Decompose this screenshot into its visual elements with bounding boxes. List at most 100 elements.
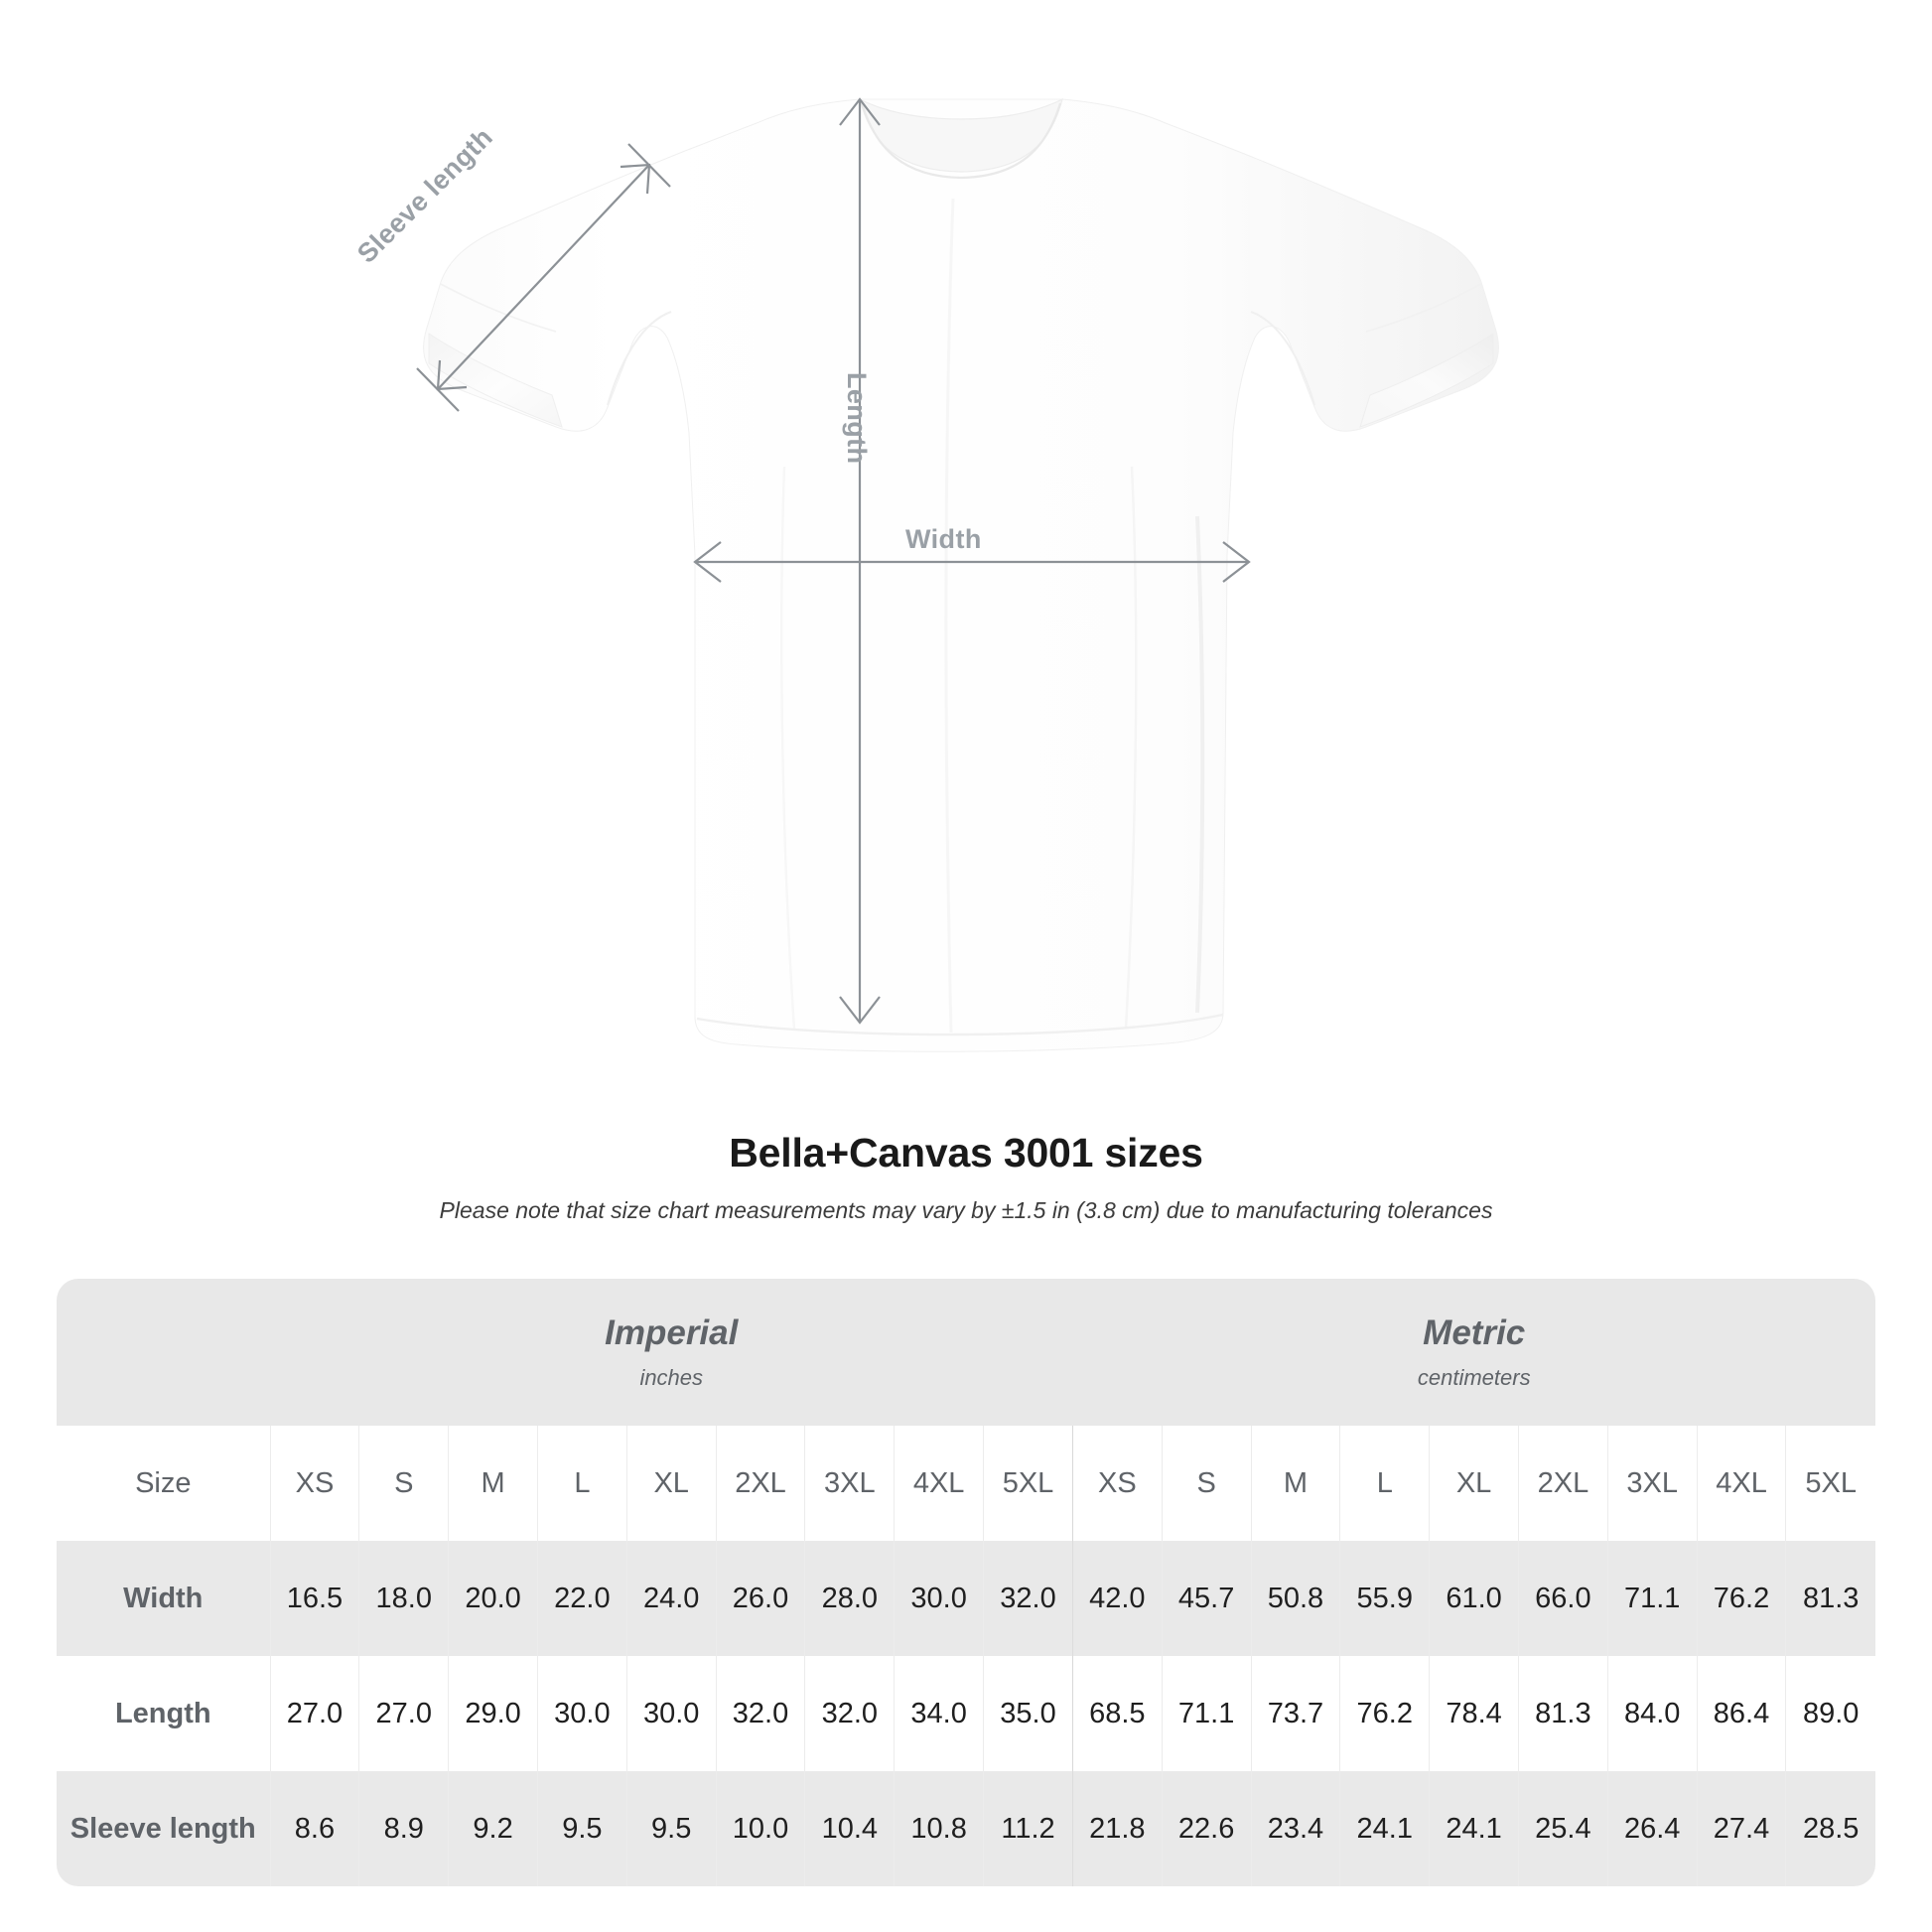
unit-group-name: Metric [1423, 1312, 1526, 1352]
size-header-metric-2xl: 2XL [1518, 1426, 1608, 1541]
size-header-imperial-5xl: 5XL [983, 1426, 1073, 1541]
cell-length-metric-3xl: 84.0 [1606, 1656, 1698, 1771]
cell-width-metric-xl: 61.0 [1429, 1541, 1519, 1656]
cell-width-imperial-m: 20.0 [448, 1541, 538, 1656]
unit-group-subtitle: centimeters [1417, 1365, 1531, 1391]
size-table: Imperial inches Metric centimeters Size XS S M L… [57, 1279, 1875, 1886]
size-header-imperial-xl: XL [625, 1426, 717, 1541]
page-title: Bella+Canvas 3001 sizes [729, 1130, 1203, 1175]
cell-sleeve-length-imperial-2xl: 10.0 [715, 1771, 805, 1886]
cell-width-metric-3xl: 71.1 [1606, 1541, 1698, 1656]
cell-length-imperial-xs: 27.0 [269, 1656, 359, 1771]
size-header-imperial-l: L [536, 1426, 627, 1541]
cell-width-imperial-s: 18.0 [358, 1541, 449, 1656]
cell-width-metric-xs: 42.0 [1071, 1541, 1163, 1656]
cell-length-metric-2xl: 81.3 [1518, 1656, 1608, 1771]
unit-group-subtitle: inches [639, 1365, 704, 1391]
size-column-label: Size [57, 1426, 271, 1541]
cell-width-imperial-xl: 24.0 [625, 1541, 717, 1656]
table-row: Length 27.0 27.0 29.0 30.0 30.0 32.0 32.0 34.0 35… [57, 1656, 1875, 1771]
cell-length-imperial-2xl: 32.0 [715, 1656, 805, 1771]
cell-width-imperial-3xl: 28.0 [804, 1541, 895, 1656]
cell-sleeve-length-metric-2xl: 25.4 [1518, 1771, 1608, 1886]
tshirt-shape [423, 97, 1499, 1052]
cell-sleeve-length-metric-xs: 21.8 [1071, 1771, 1163, 1886]
size-header-metric-m: M [1250, 1426, 1340, 1541]
cell-sleeve-length-imperial-5xl: 11.2 [983, 1771, 1073, 1886]
width-dimension-line [693, 541, 1251, 583]
cell-width-imperial-xs: 16.5 [269, 1541, 359, 1656]
size-header-imperial-s: S [358, 1426, 449, 1541]
cell-sleeve-length-metric-xl: 24.1 [1429, 1771, 1519, 1886]
cell-width-metric-s: 45.7 [1161, 1541, 1252, 1656]
cell-length-imperial-s: 27.0 [358, 1656, 449, 1771]
size-header-metric-3xl: 3XL [1606, 1426, 1698, 1541]
width-label: Width [905, 524, 982, 554]
cell-sleeve-length-metric-4xl: 27.4 [1696, 1771, 1786, 1886]
size-header-metric-s: S [1161, 1426, 1252, 1541]
size-header-metric-l: L [1339, 1426, 1430, 1541]
title-block: Bella+Canvas 3001 sizes Please note that… [0, 1130, 1932, 1224]
table-row: Sleeve length 8.6 8.9 9.2 9.5 9.5 10.0 10.4 10.8… [57, 1771, 1875, 1886]
size-header-imperial-3xl: 3XL [804, 1426, 895, 1541]
cell-width-metric-2xl: 66.0 [1518, 1541, 1608, 1656]
cell-sleeve-length-imperial-3xl: 10.4 [804, 1771, 895, 1886]
unit-group-name: Imperial [605, 1312, 739, 1352]
unit-group-metric: Metric centimeters [1072, 1279, 1875, 1426]
cell-length-imperial-l: 30.0 [536, 1656, 627, 1771]
cell-sleeve-length-imperial-m: 9.2 [448, 1771, 538, 1886]
cell-sleeve-length-metric-m: 23.4 [1250, 1771, 1340, 1886]
cell-sleeve-length-metric-3xl: 26.4 [1606, 1771, 1698, 1886]
cell-sleeve-length-imperial-xs: 8.6 [269, 1771, 359, 1886]
size-header-metric-xl: XL [1429, 1426, 1519, 1541]
cell-width-metric-m: 50.8 [1250, 1541, 1340, 1656]
cell-length-imperial-xl: 30.0 [625, 1656, 717, 1771]
cell-width-imperial-5xl: 32.0 [983, 1541, 1073, 1656]
cell-width-imperial-l: 22.0 [536, 1541, 627, 1656]
cell-sleeve-length-imperial-xl: 9.5 [625, 1771, 717, 1886]
cell-length-metric-m: 73.7 [1250, 1656, 1340, 1771]
cell-length-imperial-m: 29.0 [448, 1656, 538, 1771]
size-header-imperial-m: M [448, 1426, 538, 1541]
cell-sleeve-length-metric-5xl: 28.5 [1785, 1771, 1875, 1886]
unit-header-spacer [57, 1279, 271, 1426]
cell-length-metric-xs: 68.5 [1071, 1656, 1163, 1771]
tshirt-illustration-svg [416, 97, 1499, 1052]
unit-header-row: Imperial inches Metric centimeters [57, 1279, 1875, 1426]
size-header-metric-xs: XS [1071, 1426, 1163, 1541]
row-label-width: Width [57, 1541, 271, 1656]
cell-sleeve-length-imperial-4xl: 10.8 [894, 1771, 984, 1886]
cell-width-imperial-2xl: 26.0 [715, 1541, 805, 1656]
cell-length-metric-l: 76.2 [1339, 1656, 1430, 1771]
cell-length-metric-xl: 78.4 [1429, 1656, 1519, 1771]
cell-length-metric-4xl: 86.4 [1696, 1656, 1786, 1771]
length-label: Length [842, 372, 872, 465]
row-label-length: Length [57, 1656, 271, 1771]
cell-sleeve-length-metric-l: 24.1 [1339, 1771, 1430, 1886]
sleeve-dimension-line [416, 143, 671, 412]
size-header-imperial-xs: XS [269, 1426, 359, 1541]
dimension-lines [416, 97, 1251, 1025]
unit-group-imperial: Imperial inches [270, 1279, 1073, 1426]
row-label-sleeve-length: Sleeve length [57, 1771, 271, 1886]
cell-sleeve-length-imperial-l: 9.5 [536, 1771, 627, 1886]
cell-sleeve-length-imperial-s: 8.9 [358, 1771, 449, 1886]
tshirt-diagram: Sleeve length Length Width [351, 97, 1499, 1052]
cell-width-imperial-4xl: 30.0 [894, 1541, 984, 1656]
size-header-imperial-4xl: 4XL [894, 1426, 984, 1541]
cell-width-metric-l: 55.9 [1339, 1541, 1430, 1656]
cell-length-imperial-4xl: 34.0 [894, 1656, 984, 1771]
cell-length-imperial-5xl: 35.0 [983, 1656, 1073, 1771]
cell-length-imperial-3xl: 32.0 [804, 1656, 895, 1771]
cell-sleeve-length-metric-s: 22.6 [1161, 1771, 1252, 1886]
size-header-row: Size XS S M L XL 2XL 3XL 4XL 5XL XS S M L XL 2XL 3XL 4XL 5… [57, 1426, 1875, 1541]
page-subtitle: Please note that size chart measurements… [439, 1197, 1493, 1223]
table-row: Width 16.5 18.0 20.0 22.0 24.0 26.0 28.0 30.0 32.… [57, 1541, 1875, 1656]
size-header-imperial-2xl: 2XL [715, 1426, 805, 1541]
cell-length-metric-s: 71.1 [1161, 1656, 1252, 1771]
cell-width-metric-5xl: 81.3 [1785, 1541, 1875, 1656]
size-header-metric-5xl: 5XL [1785, 1426, 1875, 1541]
size-table-container: Imperial inches Metric centimeters Size XS S M L… [57, 1279, 1875, 1886]
size-header-metric-4xl: 4XL [1696, 1426, 1786, 1541]
